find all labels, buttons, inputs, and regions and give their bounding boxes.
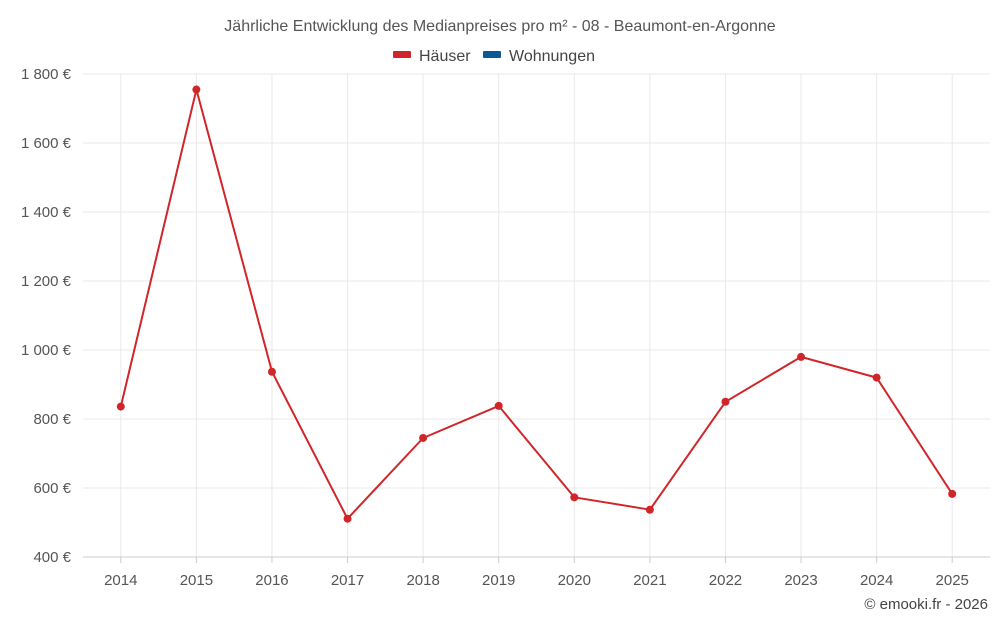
grid <box>83 73 990 558</box>
y-axis-ticks: 400 € 600 € 800 € 1 000 € 1 200 € 1 400 € 1 60… <box>21 66 72 566</box>
y-tick-label: 1 200 € <box>21 273 72 290</box>
data-point-2023[interactable] <box>797 352 806 361</box>
x-tick-label: 2024 <box>860 572 893 589</box>
x-tick-label: 2025 <box>936 572 969 589</box>
x-tick-label: 2020 <box>558 572 591 589</box>
data-point-2014[interactable] <box>116 402 125 411</box>
x-tick-label: 2016 <box>255 572 288 589</box>
y-tick-label: 800 € <box>33 411 71 428</box>
series-line-hauser <box>119 88 954 520</box>
chart-title: Jährliche Entwicklung des Medianpreises … <box>224 18 775 35</box>
data-point-2025[interactable] <box>948 489 957 498</box>
x-tick-label: 2015 <box>180 572 213 589</box>
x-axis-ticks: 2014 2015 2016 2017 2018 2019 2020 2021 2022 2023… <box>83 556 990 589</box>
x-tick-label: 2017 <box>331 572 364 589</box>
y-tick-label: 600 € <box>33 480 71 497</box>
data-point-2016[interactable] <box>267 367 276 376</box>
legend-label-wohnungen[interactable]: Wohnungen <box>509 48 595 65</box>
x-tick-label: 2019 <box>482 572 515 589</box>
x-tick-label: 2021 <box>633 572 666 589</box>
data-point-2021[interactable] <box>645 505 654 514</box>
legend-label-hauser[interactable]: Häuser <box>419 48 471 65</box>
credit-text: © emooki.fr - 2026 <box>864 596 988 613</box>
y-tick-label: 400 € <box>33 549 71 566</box>
series-layer <box>116 85 957 523</box>
y-tick-label: 1 000 € <box>21 342 72 359</box>
data-point-2018[interactable] <box>419 433 428 442</box>
data-point-2015[interactable] <box>192 85 201 94</box>
legend-swatch-hauser[interactable] <box>393 51 411 58</box>
x-tick-label: 2018 <box>406 572 439 589</box>
y-tick-label: 1 400 € <box>21 204 72 221</box>
data-point-2020[interactable] <box>570 493 579 502</box>
data-point-2022[interactable] <box>721 397 730 406</box>
data-point-2024[interactable] <box>872 373 881 382</box>
x-tick-label: 2022 <box>709 572 742 589</box>
legend: Häuser Wohnungen <box>393 48 595 65</box>
data-point-2017[interactable] <box>343 514 352 523</box>
x-tick-label: 2014 <box>104 572 137 589</box>
legend-swatch-wohnungen[interactable] <box>483 51 501 58</box>
x-tick-label: 2023 <box>784 572 817 589</box>
data-point-2019[interactable] <box>494 401 503 410</box>
y-tick-label: 1 600 € <box>21 135 72 152</box>
y-tick-label: 1 800 € <box>21 66 72 83</box>
